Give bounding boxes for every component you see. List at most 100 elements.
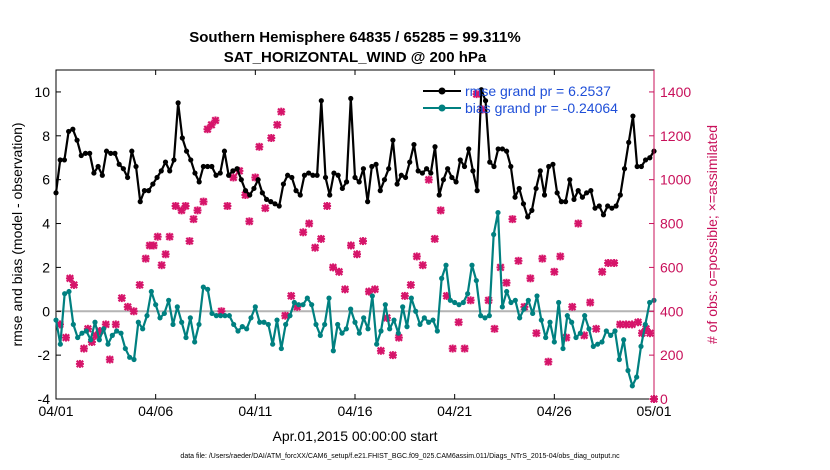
x-axis-ticks: 04/01 04/06 04/11 04/16 04/21 04/26 05/01 [38, 70, 672, 419]
bias-point [270, 341, 276, 347]
obs-marker [514, 256, 523, 265]
bias-point [621, 337, 627, 343]
rmse-point [398, 172, 404, 178]
rmse-point [112, 150, 118, 156]
bias-point [144, 313, 150, 319]
rmse-point [82, 150, 89, 156]
bias-point [218, 313, 224, 319]
obs-marker [347, 241, 356, 250]
bias-point [352, 319, 358, 325]
bias-point [187, 315, 193, 321]
obs-marker [490, 324, 499, 333]
bias-point [265, 321, 271, 328]
obs-marker [223, 201, 232, 210]
rmse-point [327, 192, 333, 198]
rmse-point [381, 177, 388, 183]
obs-marker [460, 344, 469, 353]
obs-marker [273, 120, 282, 129]
rmse-point [638, 163, 644, 170]
bias-point [430, 317, 436, 323]
bias-point [179, 319, 185, 325]
bias-point [235, 328, 241, 334]
rmse-point [285, 172, 291, 178]
bias-point [642, 321, 648, 328]
obs-marker [267, 133, 276, 142]
rmse-point [432, 144, 438, 150]
rmse-point [238, 177, 244, 183]
obs-marker [646, 329, 655, 338]
rmse-point [196, 179, 202, 185]
rmse-point [61, 157, 68, 163]
bias-point [92, 319, 98, 325]
obs-marker [598, 267, 607, 276]
y-tick-label: -2 [38, 347, 51, 363]
rmse-point [407, 159, 413, 165]
x-tick-label: 04/26 [537, 403, 572, 419]
bias-point [504, 288, 510, 295]
rmse-point [440, 177, 447, 183]
obs-marker [189, 215, 198, 224]
rmse-point [280, 181, 287, 187]
obs-marker [317, 234, 326, 243]
bias-point [603, 328, 609, 334]
bias-point [226, 313, 232, 319]
bias-point [404, 324, 410, 330]
rmse-point [179, 135, 185, 141]
bias-point [291, 299, 297, 306]
obs-marker [400, 291, 409, 300]
rmse-point [99, 172, 105, 178]
bias-point [57, 341, 63, 347]
bias-point [140, 326, 146, 332]
rmse-point [491, 163, 497, 170]
bias-point [634, 374, 640, 380]
obs-marker [171, 201, 180, 210]
bias-point [257, 319, 263, 325]
rmse-point [53, 190, 59, 196]
rmse-point [91, 170, 97, 176]
obs-marker [69, 280, 78, 289]
rmse-point [343, 179, 350, 185]
bias-point [109, 332, 115, 338]
bias-point [460, 299, 466, 306]
obs-marker [141, 254, 150, 263]
bias-point [183, 334, 189, 341]
bias-point [439, 275, 445, 281]
bias-point [595, 341, 601, 347]
rmse-point [318, 98, 324, 104]
bias-point [599, 339, 605, 345]
obs-marker [149, 241, 158, 250]
rmse-point [365, 199, 371, 205]
obs-marker [207, 120, 216, 129]
bias-point [66, 288, 72, 295]
rmse-point [192, 170, 198, 176]
rmse-point [474, 188, 480, 194]
x-tick-label: 05/01 [636, 403, 671, 419]
obs-marker [165, 232, 174, 241]
obs-marker [261, 204, 270, 213]
bias-point [556, 299, 562, 306]
bias-point [417, 321, 423, 328]
bias-point [521, 306, 527, 312]
rmse-point [242, 188, 249, 194]
rmse-point [596, 203, 602, 209]
rmse-point [217, 170, 223, 176]
rmse-point [306, 170, 312, 176]
bias-point [499, 304, 505, 310]
obs-marker [454, 318, 463, 327]
bias-point [161, 310, 167, 317]
bias-point [612, 328, 618, 334]
bias-point [534, 293, 540, 299]
obs-marker [352, 250, 361, 259]
rmse-point [335, 172, 341, 178]
rmse-point [626, 139, 632, 145]
rmse-point [423, 166, 430, 172]
bias-point [586, 326, 592, 332]
bias-point [543, 334, 549, 341]
bias-point [382, 302, 388, 308]
rmse-point [171, 157, 177, 163]
obs-marker [508, 215, 517, 224]
rmse-point [268, 199, 274, 205]
bias-point [114, 328, 120, 334]
bias-point [83, 328, 89, 334]
bias-point [300, 302, 306, 308]
